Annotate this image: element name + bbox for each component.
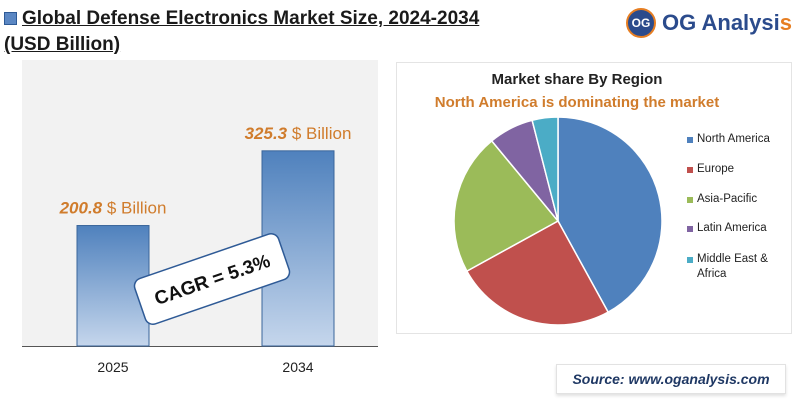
- pie-slice-north-america: [557, 116, 663, 314]
- title-line-2: (USD Billion): [4, 34, 121, 55]
- x-tick-label-2025: 2025: [97, 359, 128, 375]
- title-text-1: Global Defense Electronics Market Size, …: [22, 8, 480, 29]
- title-line-1: Global Defense Electronics Market Size, …: [4, 6, 544, 32]
- legend-marker-0: [687, 137, 693, 143]
- legend-label-3: Latin America: [697, 222, 767, 234]
- pie-title: Market share By Region: [492, 71, 663, 88]
- legend-label-4: Middle East & Africa: [697, 253, 768, 280]
- data-label-unit: $ Billion: [287, 124, 351, 143]
- pie-subtitle: North America is dominating the market: [435, 94, 720, 111]
- data-label-2034: 325.3 $ Billion: [245, 124, 352, 143]
- pie-slice-asia-pacific: [453, 139, 560, 273]
- legend-marker-2: [687, 197, 693, 203]
- data-label-value: 200.8: [59, 199, 103, 218]
- legend-marker-3: [687, 226, 693, 232]
- legend-label-1: Europe: [697, 163, 734, 175]
- legend-label-2: Asia-Pacific: [697, 193, 757, 205]
- logo-name: OG Analysis: [662, 10, 792, 36]
- legend-label-0: North America: [697, 133, 770, 145]
- legend-marker-1: [687, 167, 693, 173]
- og-analysis-logo: OG OG Analysis: [625, 8, 792, 38]
- og-logo-icon: OG: [625, 8, 656, 38]
- data-label-value: 325.3: [245, 124, 288, 143]
- pie-slice-middle-east-africa: [531, 116, 559, 222]
- data-label-unit: $ Billion: [102, 199, 166, 218]
- pie-slice-europe: [465, 219, 610, 326]
- chart-title: Global Defense Electronics Market Size, …: [4, 6, 544, 58]
- legend-marker-4: [687, 257, 693, 263]
- data-label-2025: 200.8 $ Billion: [59, 199, 167, 218]
- x-tick-label-2034: 2034: [282, 359, 313, 375]
- logo-name-main: OG Analysi: [661, 10, 780, 35]
- title-square-icon: [4, 12, 17, 25]
- source-note: Source: www.oganalysis.com: [556, 364, 786, 394]
- logo-name-accent: s: [779, 10, 792, 35]
- cagr-box: [133, 232, 291, 326]
